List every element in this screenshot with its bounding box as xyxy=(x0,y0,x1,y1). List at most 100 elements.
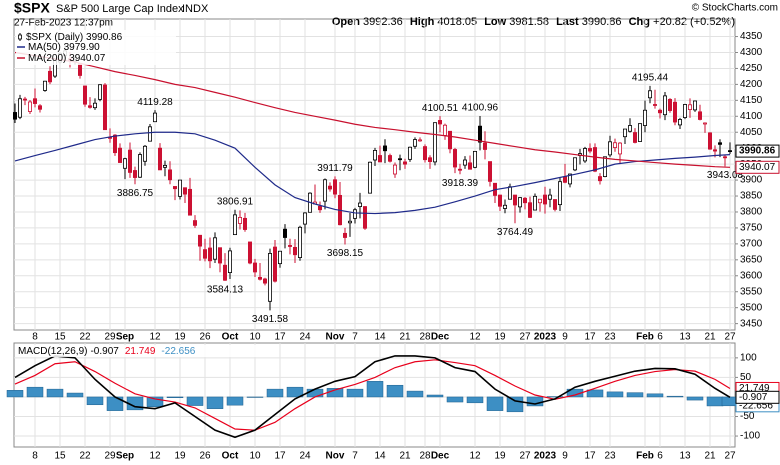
legend-entry: MA(200) 3940.07 xyxy=(28,53,106,64)
y-tick-label: 3550 xyxy=(740,286,763,297)
candle-body xyxy=(628,125,633,132)
x-tick-label: 21 xyxy=(399,332,411,343)
candle-body xyxy=(272,246,277,282)
candle-body xyxy=(673,101,678,123)
candle-body xyxy=(103,84,108,131)
macd-line xyxy=(14,355,731,439)
candle-body xyxy=(397,158,402,161)
legend-value: 21.749 xyxy=(125,346,156,357)
x-tick-label: 19 xyxy=(494,451,506,462)
x-tick-label: 23 xyxy=(604,332,616,343)
x-tick-label: 7 xyxy=(352,451,358,462)
candle-body xyxy=(487,161,492,182)
candle-body xyxy=(497,194,502,207)
candle-body xyxy=(683,104,688,118)
y-tick-label: 4100 xyxy=(740,111,763,122)
value-tag xyxy=(735,390,780,404)
candle-body xyxy=(252,262,257,273)
x-tick-label: Oct xyxy=(222,332,239,343)
macd-histogram-bar xyxy=(546,396,564,398)
candle-body xyxy=(437,120,442,125)
candle-body xyxy=(698,111,703,120)
x-tick-label: Feb xyxy=(636,332,654,343)
candle-body xyxy=(282,228,287,238)
candle-body xyxy=(342,232,347,238)
macd-histogram-bar xyxy=(626,392,644,398)
x-tick-label: Sep xyxy=(116,332,134,343)
candle-body xyxy=(472,150,477,168)
candle-body xyxy=(167,169,172,181)
candle-body xyxy=(38,105,43,110)
quote-label: Chg xyxy=(629,16,650,28)
candle-body xyxy=(187,188,192,216)
candle-body xyxy=(382,145,387,152)
candle-body xyxy=(113,134,118,154)
legend-icon xyxy=(18,34,22,40)
x-tick-label: 15 xyxy=(54,451,66,462)
candle-body xyxy=(192,220,197,226)
macd-histogram-bar xyxy=(486,396,504,411)
x-tick-label: 27 xyxy=(724,332,736,343)
candle-body xyxy=(157,147,162,171)
price-annotation: 3764.49 xyxy=(497,227,534,238)
x-tick-label: 12 xyxy=(469,332,481,343)
candle-body xyxy=(728,150,733,153)
legend-name: MACD(12,26,9) xyxy=(18,346,87,357)
candle-body xyxy=(452,149,457,168)
candle-body xyxy=(502,204,507,209)
macd-histogram-bar xyxy=(6,390,24,398)
candle-body xyxy=(227,250,232,273)
candle-body xyxy=(88,105,93,108)
candle-body xyxy=(447,130,452,150)
macd-histogram-bar xyxy=(226,396,244,406)
y-tick-label: 100 xyxy=(740,352,757,363)
quote-value: 3992.36 xyxy=(363,16,403,28)
symbol: $SPX xyxy=(14,0,50,16)
x-tick-label: 27 xyxy=(519,451,531,462)
candle-body xyxy=(292,246,297,256)
candle-body xyxy=(573,157,578,171)
quote-label: Open xyxy=(332,16,360,28)
candle-body xyxy=(237,217,242,224)
macd-histogram-bar xyxy=(46,388,64,398)
candle-body xyxy=(332,179,337,195)
legend-value: 3940.07 xyxy=(69,53,106,64)
candle-body xyxy=(327,185,332,190)
candle-body xyxy=(543,194,548,205)
value-tag-label: 3940.07 xyxy=(739,162,776,173)
macd-histogram-bar xyxy=(146,396,164,407)
x-tick-label: 7 xyxy=(352,332,358,343)
x-tick-label: 14 xyxy=(374,332,386,343)
macd-histogram-bar xyxy=(666,395,684,398)
y-tick-label: 50 xyxy=(740,372,752,383)
x-tick-label: 29 xyxy=(104,451,116,462)
candle-body xyxy=(718,142,723,145)
y-tick-label: -50 xyxy=(740,411,755,422)
x-tick-label: Nov xyxy=(326,332,345,343)
macd-histogram-bar xyxy=(166,396,184,398)
macd-histogram-bar xyxy=(306,388,324,398)
candle-body xyxy=(538,198,543,204)
x-tick-label: 2023 xyxy=(534,451,557,462)
price-annotation: 4119.28 xyxy=(137,97,173,108)
quote-label: Low xyxy=(484,16,506,28)
candle-body xyxy=(558,181,563,206)
exchange: INDX xyxy=(182,3,209,15)
candle-body xyxy=(417,139,422,142)
x-tick-label: 15 xyxy=(54,332,66,343)
candle-body xyxy=(322,179,327,202)
candle-body xyxy=(372,150,377,161)
candle-body xyxy=(152,112,157,123)
candle-body xyxy=(17,98,22,118)
candle-body xyxy=(132,170,137,178)
y-tick-label: 3500 xyxy=(740,302,763,313)
candle-body xyxy=(442,124,447,136)
value-tag xyxy=(735,144,780,158)
candle-body xyxy=(412,139,417,147)
x-tick-label: 29 xyxy=(104,332,116,343)
candle-body xyxy=(362,206,367,229)
legend-entry: MA(50) 3979.90 xyxy=(28,42,100,53)
quote-change: +20.82 (+0.52%) xyxy=(653,16,735,28)
x-tick-label: 8 xyxy=(32,332,38,343)
